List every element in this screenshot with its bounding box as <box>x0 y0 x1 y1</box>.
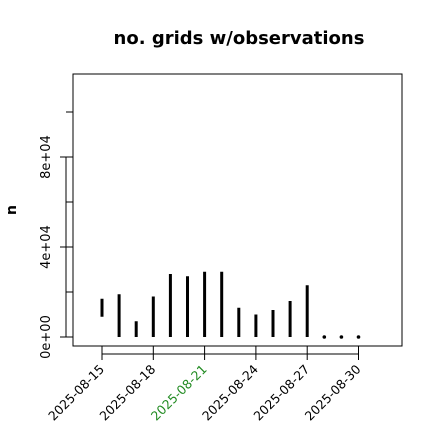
y-axis-label: n <box>4 205 20 215</box>
bar-2025-08-29 <box>339 335 344 339</box>
y-tick-label: 8e+04 <box>39 135 54 179</box>
y-tick-label: 0e+00 <box>39 315 54 359</box>
bar-2025-08-28 <box>322 335 327 339</box>
chart-title: no. grids w/observations <box>114 28 365 49</box>
plot-frame <box>72 73 403 347</box>
y-axis: 0e+00 4e+04 8e+04 <box>39 111 73 359</box>
x-axis: 2025-08-152025-08-182025-08-212025-08-24… <box>45 346 364 423</box>
y-tick-label: 4e+04 <box>39 225 54 269</box>
bar-2025-08-30 <box>356 335 361 339</box>
bars-group <box>100 271 361 339</box>
